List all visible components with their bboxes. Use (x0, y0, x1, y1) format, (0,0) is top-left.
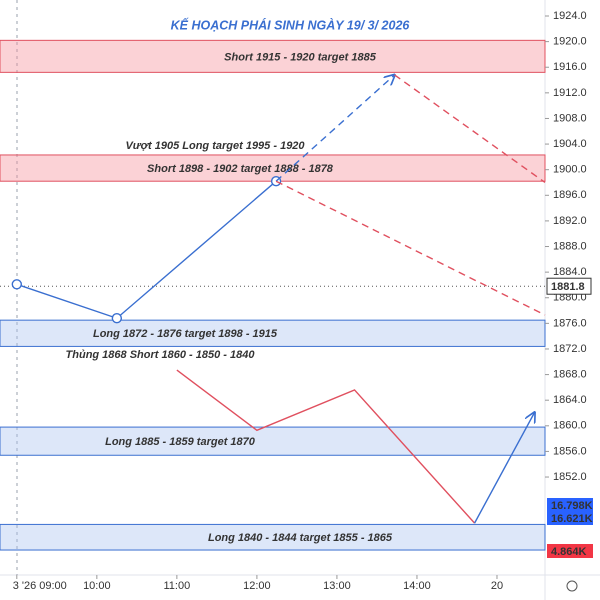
point (11, 279, 23, 290)
zone-label: Short 1915 - 1920 target 1885 (224, 51, 377, 63)
y-tick-label: 1896.0 (553, 189, 587, 201)
indicator-label: 16.798K (551, 500, 593, 512)
zone (0, 39, 546, 73)
line-series (394, 74, 546, 184)
line-series (16, 180, 277, 320)
y-tick-label: 1872.0 (553, 343, 587, 355)
y-tick-label: 1864.0 (553, 394, 587, 406)
point (111, 313, 123, 324)
y-tick-label: 1924.0 (553, 10, 587, 22)
y-tick-label: 1892.0 (553, 215, 587, 227)
x-tick-label: 10:00 (83, 580, 111, 592)
zone-label: Long 1840 - 1844 target 1855 - 1865 (208, 532, 393, 544)
y-tick-label: 1860.0 (553, 420, 587, 432)
zone (0, 426, 546, 456)
annotation: Thủng 1868 Short 1860 - 1850 - 1840 (66, 349, 256, 361)
y-tick-label: 1900.0 (553, 164, 587, 176)
y-tick-label: 1916.0 (553, 61, 587, 73)
zone (0, 319, 546, 347)
zone-label: Short 1898 - 1902 target 1888 - 1878 (147, 163, 334, 175)
line-series (275, 180, 546, 316)
indicator-label: 16.621K (551, 513, 593, 525)
indicator-label: 4.864K (551, 546, 587, 558)
y-tick-label: 1852.0 (553, 471, 587, 483)
y-tick-label: 1908.0 (553, 112, 587, 124)
x-tick-label: 11:00 (164, 580, 191, 592)
indicator-box (547, 544, 593, 558)
y-tick-label: 1868.0 (553, 368, 587, 380)
x-tick-label: 12:00 (243, 580, 271, 592)
y-tick-label: 1888.0 (553, 240, 587, 252)
indicator-box (547, 498, 593, 512)
line-series (473, 412, 535, 524)
last-price-label: 1881.8 (551, 281, 585, 293)
y-tick-label: 1856.0 (553, 445, 587, 457)
zone (0, 523, 546, 551)
y-tick-label: 1912.0 (553, 87, 587, 99)
y-tick-label: 1884.0 (553, 266, 587, 278)
y-tick-label: 1876.0 (553, 317, 587, 329)
zone-label: Long 1872 - 1876 target 1898 - 1915 (93, 328, 278, 340)
y-tick-label: 1920.0 (553, 36, 587, 48)
x-tick-label: 13:00 (323, 580, 351, 592)
settings-icon[interactable] (566, 580, 578, 592)
last-price-box (546, 277, 592, 295)
zone-label: Long 1885 - 1859 target 1870 (105, 436, 256, 448)
x-tick-label: 3 '26 09:00 (13, 580, 67, 592)
x-tick-label: 20 (491, 580, 503, 592)
line-series (275, 75, 394, 182)
annotation: Vượt 1905 Long target 1995 - 1920 (125, 140, 305, 152)
indicator-box (547, 511, 593, 525)
chart-title: KẾ HOẠCH PHÁI SINH NGÀY 19/ 3/ 2026 (171, 17, 411, 32)
y-tick-label: 1904.0 (553, 138, 587, 150)
x-tick-label: 14:00 (403, 580, 431, 592)
line-series (176, 369, 476, 524)
